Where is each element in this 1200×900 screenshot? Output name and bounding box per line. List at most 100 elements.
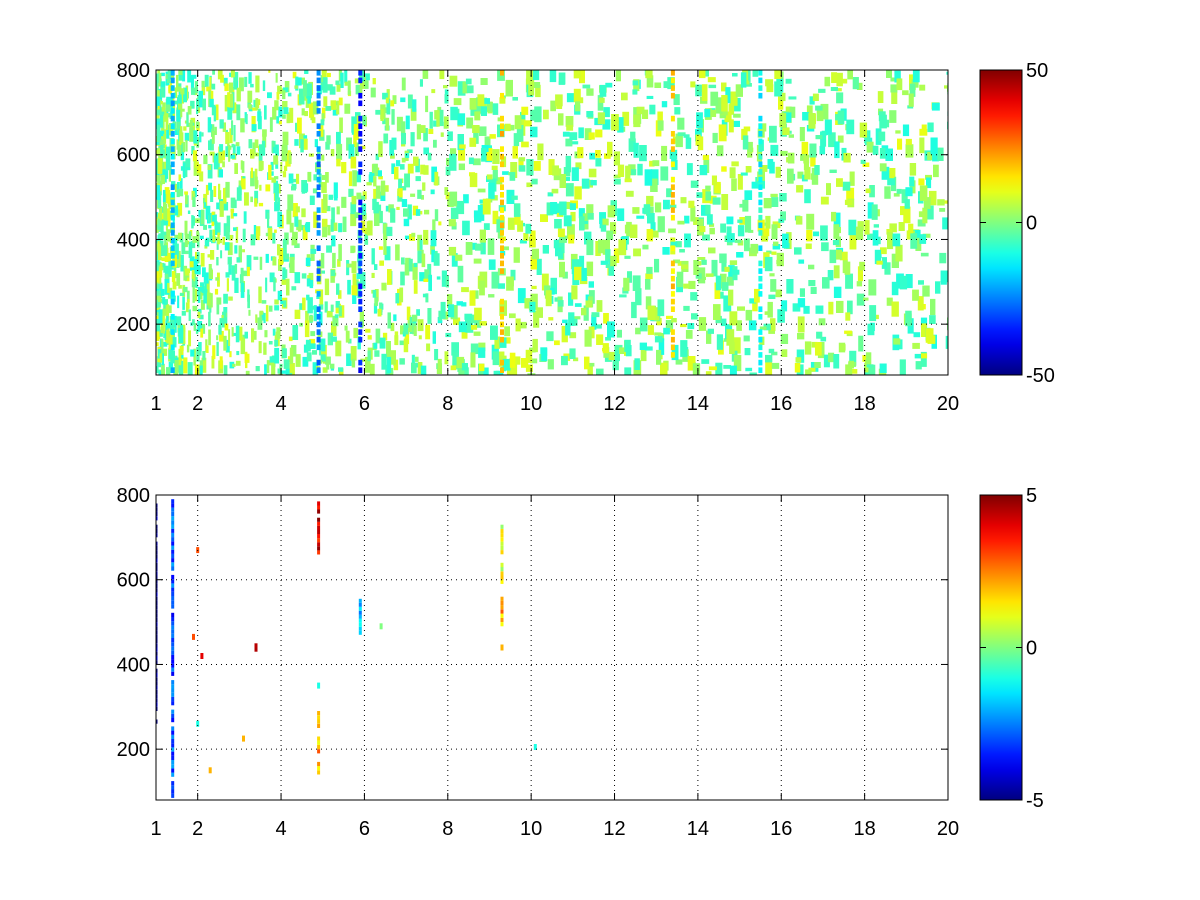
heatmap-cell [241,178,246,190]
heatmap-cell [646,95,654,99]
heatmap-cell [378,246,383,250]
heatmap-cell [160,149,165,158]
heatmap-segment-cell [500,617,504,622]
heatmap-streak-cell [500,123,504,129]
heatmap-segment-cell [171,621,175,626]
heatmap-cell [336,283,340,295]
heatmap-cell [702,234,710,241]
heatmap-cell [193,348,196,366]
heatmap-cell [737,219,743,223]
heatmap-cell [265,232,269,237]
heatmap-cell [248,72,252,84]
heatmap-segment-cell [156,550,158,555]
heatmap-segment-cell [317,521,321,526]
heatmap-segment-cell [156,681,158,686]
heatmap-cell [216,341,219,356]
heatmap-segment-cell [156,575,158,580]
heatmap-streak-cell [358,268,363,274]
heatmap-cell [725,87,731,104]
heatmap-cell [183,87,187,103]
heatmap-cell [236,187,242,201]
heatmap-cell [182,70,186,82]
heatmap-cell [728,119,734,133]
heatmap-cell [378,176,383,180]
heatmap-streak-cell [316,85,321,91]
heatmap-cell [720,318,727,327]
heatmap-cell [754,288,760,303]
heatmap-cell [887,232,894,250]
heatmap-segment-cell [500,541,504,546]
heatmap-cell [393,314,397,322]
heatmap-cell [383,185,389,192]
heatmap-cell [248,104,252,110]
heatmap-cell [219,144,224,152]
heatmap-cell [375,109,381,115]
heatmap-cell [282,87,289,93]
heatmap-cell [658,338,665,355]
heatmap-segment-cell [171,532,175,538]
heatmap-segment-cell [156,694,158,699]
heatmap-streak-cell [500,184,504,190]
heatmap-cell [183,126,187,131]
heatmap-cell [562,319,568,324]
heatmap-cell [450,305,458,320]
heatmap-cell [425,95,429,113]
heatmap-cell [431,89,436,94]
heatmap-cell [286,209,292,225]
heatmap-cell [479,126,487,136]
heatmap-cell [478,363,485,372]
heatmap-cell [432,331,436,344]
heatmap-cell [194,161,199,169]
heatmap-cell [710,109,717,117]
heatmap-cell [526,159,534,176]
heatmap-cell [893,338,901,345]
heatmap-streak-cell [358,199,363,206]
heatmap-cell [365,356,371,373]
heatmap-cell [815,135,823,140]
axes-box [155,494,949,801]
heatmap-cell [353,327,358,339]
heatmap-cell [350,213,357,227]
heatmap-streak-cell [758,230,763,236]
heatmap-cell [457,265,464,283]
x-tick-label: 10 [520,818,542,840]
heatmap-cell [715,362,723,375]
heatmap-cell [157,283,163,290]
heatmap-cell [331,235,336,247]
heatmap-cell [373,188,377,201]
heatmap-cell [450,106,458,121]
heatmap-cell [787,152,795,164]
x-tick-label: 18 [854,818,876,840]
heatmap-cell [216,299,220,315]
heatmap-segment-cell [171,793,175,798]
heatmap-cell [203,198,206,204]
heatmap-streak-cell [758,92,763,99]
heatmap-cell [550,202,558,215]
heatmap-segment-cell [171,650,175,655]
heatmap-cell [270,161,274,171]
heatmap-cell [492,351,500,366]
heatmap-cell [532,70,540,81]
heatmap-cell [566,125,574,131]
heatmap-cell [400,97,406,103]
heatmap-cell [588,132,595,140]
heatmap-cell [178,360,184,375]
heatmap-cell [646,229,653,242]
heatmap-cell [278,183,281,194]
heatmap-cell [590,180,597,186]
heatmap-cell [180,92,184,104]
colorbar-gradient [979,69,1023,376]
heatmap-segment-cell [171,558,175,563]
heatmap-segment-cell [317,740,321,745]
heatmap-cell [639,342,647,350]
heatmap-cell [868,364,876,375]
heatmap-cell [848,219,857,236]
heatmap-segment-cell [500,571,504,576]
heatmap-cell [764,228,770,237]
heatmap-segment-cell [171,713,175,718]
heatmap-cell [307,297,313,314]
heatmap-cell [405,115,410,130]
x-tick-label: 4 [275,818,286,840]
heatmap-segment-cell [156,558,158,563]
heatmap-cell [403,208,409,217]
